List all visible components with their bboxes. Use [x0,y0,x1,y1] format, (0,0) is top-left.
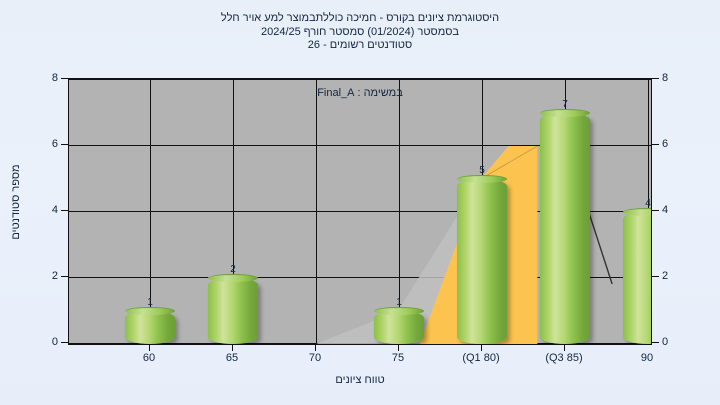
y-tick-label-6-left: 6 [51,138,58,150]
x-tick-label-60: 60 [142,352,156,364]
y-tick-label-0-right: 0 [662,336,669,348]
x-tick-label-70: 70 [308,352,322,364]
series-name-label: Final_A [317,87,355,99]
y-tick-mark-4-left [61,210,68,211]
y-tick-label-6-right: 6 [662,138,669,150]
bar-60[interactable] [125,307,175,344]
y-tick-label-0-left: 0 [51,336,58,348]
x-tick-mark-85 [564,345,565,351]
bar-value-85-q3: 7 [562,99,568,110]
x-tick-label-85-q3: (85 Q3) [545,352,583,364]
bar-90[interactable] [623,208,651,344]
x-tick-label-90: 90 [640,352,654,364]
y-tick-label-4-right: 4 [662,204,669,216]
x-tick-mark-65 [232,345,233,351]
chart-title-line-1: היסטוגרמת ציונים בקורס - חמיכה כוללתבמוצ… [220,12,500,24]
y-tick-mark-8-right [652,78,659,79]
x-tick-mark-75 [398,345,399,351]
y-tick-mark-0-left [61,342,68,343]
series-task-label: במשימה [363,87,403,99]
gridline-y-6 [69,145,651,146]
y-tick-mark-2-right [652,276,659,277]
gridline-y-2 [69,277,651,278]
x-tick-mark-80 [481,345,482,351]
y-tick-label-8-right: 8 [662,72,669,84]
y-tick-mark-6-right [652,144,659,145]
y-tick-mark-4-right [652,210,659,211]
bar-80-q1[interactable] [457,175,507,344]
y-tick-label-2-left: 2 [51,270,58,282]
gridline-x-70 [316,79,317,344]
gridline-y-4 [69,211,651,212]
bar-value-80-q1: 5 [479,165,485,176]
x-tick-label-65: 65 [225,352,239,364]
chart-title-line-2: בסמסטר (01/2024) סמסטר חורף 2024/25 [260,25,460,38]
y-tick-mark-8-left [61,78,68,79]
y-tick-label-8-left: 8 [51,72,58,84]
series-separator: : [357,87,361,99]
gridline-x-60 [150,79,151,344]
series-legend-label: במשימה:Final_A [317,87,403,99]
gridline-y-8 [69,79,651,80]
bar-value-90: 4 [645,198,651,209]
y-axis-title: מספר סטודנטים [10,164,22,240]
chart-title-line-3: סטודנטים רשומים - 26 [307,39,413,51]
x-tick-mark-70 [315,345,316,351]
y-tick-mark-6-left [61,144,68,145]
x-axis-title: טווח ציונים [335,374,385,386]
bar-75[interactable] [374,307,424,344]
gridline-x-65 [233,79,234,344]
plot-area: 1 2 1 5 7 4 במשימה:Final_A [68,78,652,345]
bar-value-60: 1 [147,297,153,308]
y-tick-label-2-right: 2 [662,270,669,282]
chart-title-block: היסטוגרמת ציונים בקורס - חמיכה כוללתבמוצ… [0,12,720,53]
x-tick-label-80-q1: (80 Q1) [462,352,500,364]
y-tick-mark-0-right [652,342,659,343]
y-tick-mark-2-left [61,276,68,277]
x-tick-mark-60 [149,345,150,351]
bar-85-q3[interactable] [540,109,590,344]
x-tick-label-75: 75 [391,352,405,364]
bar-65[interactable] [208,274,258,344]
bar-value-75: 1 [396,297,402,308]
y-tick-label-4-left: 4 [51,204,58,216]
bar-value-65: 2 [230,264,236,275]
gridline-x-75 [399,79,400,344]
